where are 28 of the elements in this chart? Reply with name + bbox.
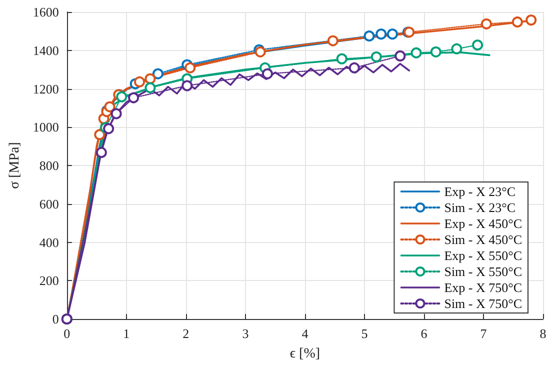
y-tick-label: 400 [39, 234, 59, 250]
x-tick-label: 6 [420, 326, 428, 341]
x-tick-label: 0 [64, 326, 70, 341]
legend-label: Sim - X 23°C [444, 200, 516, 215]
y-tick-label: 0 [52, 312, 59, 326]
legend-label: Sim - X 550°C [444, 264, 522, 279]
y-tick-label: 1600 [32, 4, 59, 20]
x-tick-label: 3 [242, 326, 249, 341]
legend-label: Sim - X 450°C [444, 232, 522, 247]
x-tick-label: 4 [302, 326, 309, 341]
legend-label: Exp - X 450°C [444, 216, 522, 231]
x-tick-label: 5 [361, 326, 368, 341]
y-tick-label: 1200 [32, 81, 59, 96]
y-tick-label: 1000 [32, 120, 59, 135]
y-tick-label: 1400 [32, 42, 59, 58]
x-tick-label: 1 [123, 326, 130, 341]
legend-label: Exp - X 550°C [444, 248, 522, 263]
legend-label: Exp - X 750°C [444, 280, 522, 295]
legend-label: Exp - X 23°C [444, 184, 516, 199]
x-tick-label: 7 [480, 326, 488, 341]
y-axis-title: σ [MPa] [8, 142, 22, 189]
legend-label: Sim - X 750°C [444, 296, 522, 311]
x-tick-label: 8 [540, 326, 546, 341]
y-tick-label: 200 [39, 273, 59, 288]
y-tick-label: 800 [39, 158, 59, 173]
y-tick-label: 600 [39, 196, 59, 212]
x-axis-title: ϵ [%] [290, 346, 320, 362]
x-tick-label: 2 [182, 326, 190, 341]
